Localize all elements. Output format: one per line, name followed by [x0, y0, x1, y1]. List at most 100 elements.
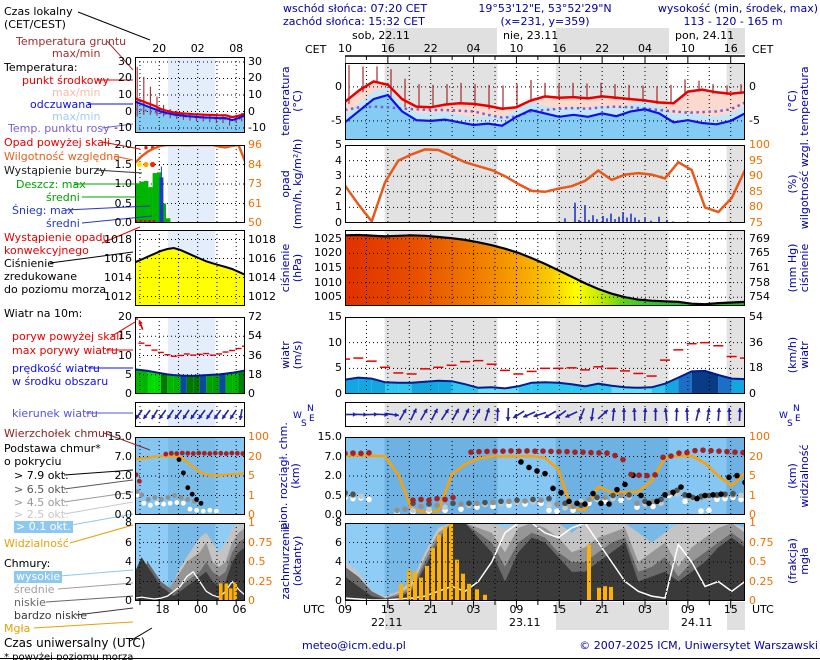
y-tick-right: 1014 [248, 270, 276, 284]
y-tick-left: 20 [118, 310, 132, 323]
legend-item-5: punkt środkowy [22, 74, 110, 87]
utc-label-right: UTC [752, 603, 774, 616]
y-tick-right: 73 [248, 177, 262, 190]
y-tick-right: 765 [749, 246, 770, 260]
y-tick-left: 2.0 [114, 138, 133, 151]
y-tick-right: 54 [248, 329, 262, 343]
legend-item-22: Wiatr na 10m: [4, 307, 83, 320]
cet-hour-label: 22 [423, 42, 438, 55]
night-strip [384, 602, 498, 630]
legend-item-28: Wierzchołek chmur [4, 427, 110, 440]
bottom-border [0, 658, 820, 659]
y-tick-right: 754 [749, 290, 770, 304]
utc-label-left: UTC [303, 603, 325, 616]
legend-item-31: > 7.9 okt. [14, 469, 69, 482]
y-tick-left: 5 [125, 367, 132, 381]
compass-s: S [787, 419, 793, 429]
y-tick-left: 15.0 [107, 430, 133, 443]
y-tick-left: 0.0 [324, 508, 343, 521]
y-tick-right: 0 [248, 508, 255, 521]
y-tick-left: 0.0 [114, 216, 133, 229]
legend-item-34: > 2.5 okt. [14, 508, 69, 521]
y-tick-right: 100 [749, 138, 770, 151]
night-strip [726, 602, 745, 630]
compass-w: W [293, 411, 302, 421]
y-tick-left: -10 [114, 121, 132, 135]
legend-item-17: Wystąpienie opadu [4, 231, 110, 244]
y-tick-right: 0.25 [248, 574, 273, 588]
y-tick-left: 2.0 [324, 469, 343, 482]
y-tick-right: 80 [749, 200, 763, 214]
y-tick-left: 20 [118, 71, 132, 85]
y-tick-left: 1020 [314, 246, 342, 260]
coordinates-text: 19°53'12"E, 53°52'29"N [478, 2, 612, 15]
y-tick-left: 7.0 [324, 449, 343, 463]
y-tick-left: 30 [118, 54, 132, 68]
y-tick-left: 1.5 [114, 157, 133, 171]
y-tick-right: 50 [248, 216, 262, 229]
y-tick-right: 1012 [248, 289, 276, 303]
y-tick-right: 20 [248, 71, 262, 85]
y-tick-right: 20 [749, 449, 763, 463]
y-tick-left: 0 [335, 79, 342, 93]
legend-item-11: Wilgotność względna [4, 150, 121, 163]
y-tick-right: 18 [248, 367, 262, 381]
mini-cet-hour-label: 02 [190, 42, 205, 55]
utc-hour-label: 03 [638, 603, 652, 616]
y-tick-right: 10 [248, 88, 262, 101]
legend-item-43: Czas uniwersalny (UTC) [4, 636, 146, 650]
mini-panel-wind [135, 317, 245, 394]
legend-item-9: Temp. punktu rosy [8, 122, 110, 135]
compass-e: E [795, 414, 801, 424]
compass-w: W [779, 411, 788, 421]
cet-hour-label: 04 [466, 42, 481, 55]
cet-hour-label: 16 [552, 42, 567, 55]
legend-item-32: > 6.5 okt. [14, 483, 69, 496]
y-tick-left: 1.0 [114, 177, 133, 190]
mini-panel-pressure [135, 230, 245, 306]
y-tick-right: 0 [749, 594, 756, 607]
panel-temperature [345, 63, 745, 140]
altitude-label: wysokość (min, środek, max) [657, 2, 818, 15]
y-tick-left: 6 [335, 535, 342, 549]
y-tick-left: 2 [335, 184, 342, 198]
utc-hour-label: 15 [723, 603, 738, 616]
y-tick-right: 1 [248, 488, 255, 502]
legend-item-19: Ciśnienie [4, 257, 55, 270]
y-tick-left: 4 [125, 555, 132, 568]
legend-item-23: poryw powyżej skali [12, 330, 123, 343]
panel-wind-direction [345, 402, 745, 427]
y-tick-left: 0.5 [114, 488, 133, 502]
y-tick-left: 5 [335, 138, 342, 151]
legend-item-30: o pokryciu [4, 455, 62, 468]
legend-item-39: średnie [14, 583, 55, 596]
y-tick-left: 1016 [104, 251, 132, 265]
y-tick-left: 1018 [104, 232, 132, 246]
cet-label-right: CET [752, 43, 774, 56]
y-tick-left: 7.0 [114, 449, 133, 463]
y-tick-right: 1 [749, 488, 756, 502]
y-tick-left: 1012 [104, 289, 132, 303]
legend-item-38: wysokie [14, 570, 63, 583]
y-tick-left: 0 [125, 387, 132, 400]
y-tick-right: 5 [248, 469, 255, 482]
legend-item-18: konwekcyjnego [4, 244, 89, 257]
y-tick-right: -5 [749, 113, 760, 127]
cet-hour-label: 16 [380, 42, 395, 55]
compass-n: N [307, 404, 314, 414]
mini-utc-hour-label: 06 [232, 603, 247, 616]
utc-hour-label: 09 [680, 603, 695, 616]
y-tick-left: 1015 [314, 261, 342, 274]
sunset-text: zachód słońca: 15:32 CET [283, 15, 425, 28]
y-tick-left: -5 [331, 113, 342, 127]
y-tick-right: 1018 [248, 232, 276, 246]
y-tick-right: 0 [749, 387, 756, 400]
legend-item-44: * powyżej poziomu morza [4, 652, 134, 660]
y-tick-right: 1 [749, 516, 756, 529]
cet-hour-label: 10 [338, 42, 352, 55]
night-strip [384, 28, 498, 54]
y-tick-right: 758 [749, 275, 770, 289]
y-tick-right: 100 [248, 430, 269, 443]
utc-hour-label: 15 [552, 603, 567, 616]
y-tick-right: 0 [248, 104, 255, 118]
